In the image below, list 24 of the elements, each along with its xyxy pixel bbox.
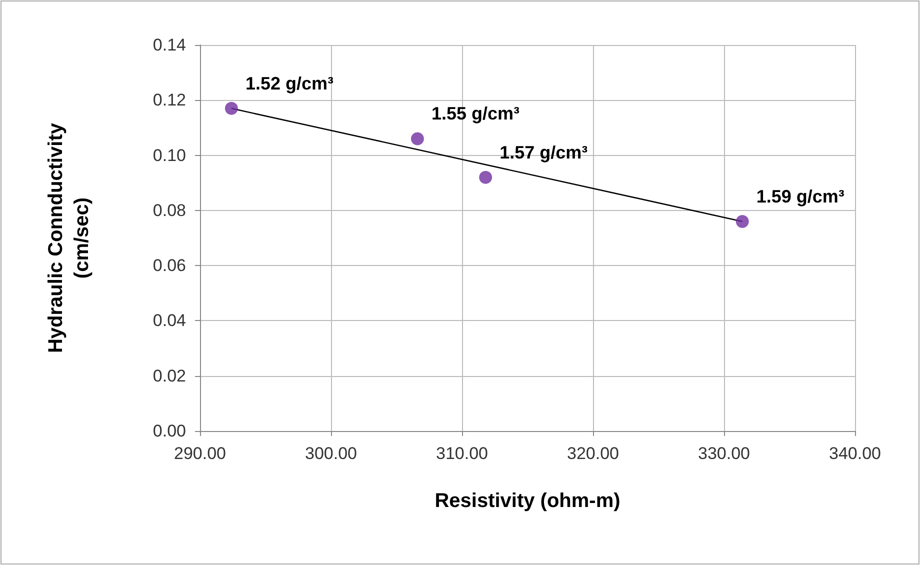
y-tick-label: 0.12: [152, 90, 186, 110]
x-tick-label: 330.00: [698, 444, 750, 463]
y-tick-label: 0.08: [152, 200, 186, 220]
x-tick-label: 290.00: [174, 444, 226, 463]
point: [479, 170, 492, 184]
y-tick-label: 0.00: [152, 422, 186, 440]
x-tick-label: 310.00: [436, 444, 488, 463]
y-tick-label: 0.06: [152, 256, 186, 276]
point: [410, 132, 424, 146]
annotation: 1.52 g/cm³: [245, 73, 334, 94]
y-tick-label: 0.02: [152, 366, 186, 386]
y-axis-title: Hydraulic Connductivity (cm/sec): [45, 122, 93, 354]
y-tick-label: 0.10: [152, 146, 186, 165]
annotation: 1.57 g/cm³: [500, 142, 588, 162]
x-axis-title: Resistivity (ohm-m): [434, 490, 620, 512]
x-tick-label: 300.00: [305, 444, 357, 463]
x-tick-label: 320.00: [567, 444, 619, 463]
annotation: 1.59 g/cm³: [756, 186, 844, 206]
y-tick-label: 0.14: [152, 36, 186, 54]
annotation: 1.55 g/cm³: [431, 104, 520, 124]
point: [224, 102, 238, 115]
x-tick-label: 340.00: [829, 444, 881, 463]
point: [736, 214, 749, 228]
y-tick-label: 0.04: [152, 311, 186, 330]
